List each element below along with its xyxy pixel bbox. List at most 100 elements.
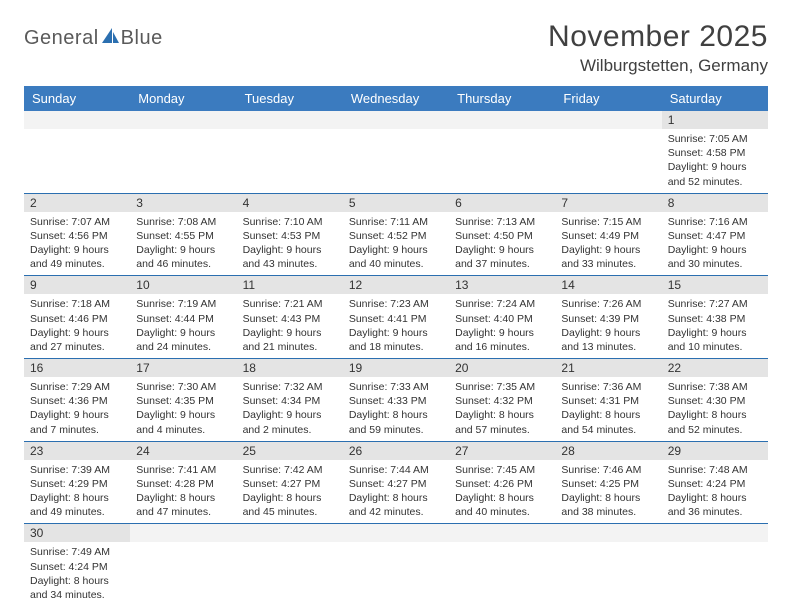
day-number: 19 [343,359,449,377]
location: Wilburgstetten, Germany [548,56,768,76]
sunrise-text: Sunrise: 7:13 AM [455,215,549,229]
day-header: Friday [555,86,661,111]
daylight-text: Daylight: 8 hours and 54 minutes. [561,408,655,436]
day-number [130,111,236,129]
sunset-text: Sunset: 4:35 PM [136,394,230,408]
cell-body: Sunrise: 7:27 AMSunset: 4:38 PMDaylight:… [662,294,768,358]
day-number: 1 [662,111,768,129]
calendar-cell: 24Sunrise: 7:41 AMSunset: 4:28 PMDayligh… [130,441,236,524]
sunrise-text: Sunrise: 7:15 AM [561,215,655,229]
cell-body: Sunrise: 7:35 AMSunset: 4:32 PMDaylight:… [449,377,555,441]
daylight-text: Daylight: 9 hours and 16 minutes. [455,326,549,354]
cell-body: Sunrise: 7:07 AMSunset: 4:56 PMDaylight:… [24,212,130,276]
day-number [449,524,555,542]
sunset-text: Sunset: 4:39 PM [561,312,655,326]
sunrise-text: Sunrise: 7:19 AM [136,297,230,311]
calendar-cell: 12Sunrise: 7:23 AMSunset: 4:41 PMDayligh… [343,276,449,359]
sunrise-text: Sunrise: 7:36 AM [561,380,655,394]
cell-body: Sunrise: 7:49 AMSunset: 4:24 PMDaylight:… [24,542,130,606]
sunrise-text: Sunrise: 7:42 AM [243,463,337,477]
sunset-text: Sunset: 4:26 PM [455,477,549,491]
daylight-text: Daylight: 9 hours and 33 minutes. [561,243,655,271]
day-number: 2 [24,194,130,212]
day-number: 30 [24,524,130,542]
calendar-head: SundayMondayTuesdayWednesdayThursdayFrid… [24,86,768,111]
calendar-cell: 9Sunrise: 7:18 AMSunset: 4:46 PMDaylight… [24,276,130,359]
calendar-cell: 13Sunrise: 7:24 AMSunset: 4:40 PMDayligh… [449,276,555,359]
sunset-text: Sunset: 4:49 PM [561,229,655,243]
sunrise-text: Sunrise: 7:11 AM [349,215,443,229]
sunset-text: Sunset: 4:53 PM [243,229,337,243]
sunrise-text: Sunrise: 7:26 AM [561,297,655,311]
calendar-cell: 11Sunrise: 7:21 AMSunset: 4:43 PMDayligh… [237,276,343,359]
calendar-cell: 8Sunrise: 7:16 AMSunset: 4:47 PMDaylight… [662,193,768,276]
daylight-text: Daylight: 8 hours and 40 minutes. [455,491,549,519]
daylight-text: Daylight: 8 hours and 34 minutes. [30,574,124,602]
sunrise-text: Sunrise: 7:10 AM [243,215,337,229]
day-number: 15 [662,276,768,294]
sunset-text: Sunset: 4:27 PM [243,477,337,491]
sunset-text: Sunset: 4:25 PM [561,477,655,491]
cell-body: Sunrise: 7:45 AMSunset: 4:26 PMDaylight:… [449,460,555,524]
day-header: Saturday [662,86,768,111]
cell-body: Sunrise: 7:32 AMSunset: 4:34 PMDaylight:… [237,377,343,441]
calendar-cell: 6Sunrise: 7:13 AMSunset: 4:50 PMDaylight… [449,193,555,276]
calendar-cell [237,111,343,193]
daylight-text: Daylight: 9 hours and 52 minutes. [668,160,762,188]
day-number [24,111,130,129]
title-block: November 2025 Wilburgstetten, Germany [548,20,768,76]
sunset-text: Sunset: 4:56 PM [30,229,124,243]
sunset-text: Sunset: 4:29 PM [30,477,124,491]
day-number: 4 [237,194,343,212]
day-header: Sunday [24,86,130,111]
sunrise-text: Sunrise: 7:32 AM [243,380,337,394]
calendar-cell: 18Sunrise: 7:32 AMSunset: 4:34 PMDayligh… [237,359,343,442]
calendar-cell: 17Sunrise: 7:30 AMSunset: 4:35 PMDayligh… [130,359,236,442]
calendar-cell [449,111,555,193]
calendar-cell [662,524,768,606]
day-number: 21 [555,359,661,377]
sunrise-text: Sunrise: 7:08 AM [136,215,230,229]
day-number [237,524,343,542]
calendar-cell: 22Sunrise: 7:38 AMSunset: 4:30 PMDayligh… [662,359,768,442]
daylight-text: Daylight: 9 hours and 13 minutes. [561,326,655,354]
day-number: 16 [24,359,130,377]
daylight-text: Daylight: 9 hours and 21 minutes. [243,326,337,354]
sunrise-text: Sunrise: 7:35 AM [455,380,549,394]
daylight-text: Daylight: 8 hours and 49 minutes. [30,491,124,519]
cell-body: Sunrise: 7:46 AMSunset: 4:25 PMDaylight:… [555,460,661,524]
calendar-cell: 1Sunrise: 7:05 AMSunset: 4:58 PMDaylight… [662,111,768,193]
daylight-text: Daylight: 8 hours and 52 minutes. [668,408,762,436]
calendar-cell [555,111,661,193]
sunset-text: Sunset: 4:40 PM [455,312,549,326]
day-number: 23 [24,442,130,460]
daylight-text: Daylight: 9 hours and 37 minutes. [455,243,549,271]
cell-body: Sunrise: 7:44 AMSunset: 4:27 PMDaylight:… [343,460,449,524]
cell-body: Sunrise: 7:42 AMSunset: 4:27 PMDaylight:… [237,460,343,524]
daylight-text: Daylight: 9 hours and 30 minutes. [668,243,762,271]
cell-body: Sunrise: 7:11 AMSunset: 4:52 PMDaylight:… [343,212,449,276]
logo-text-b: Blue [121,27,163,50]
calendar-cell [343,111,449,193]
cell-body: Sunrise: 7:15 AMSunset: 4:49 PMDaylight:… [555,212,661,276]
sunset-text: Sunset: 4:24 PM [668,477,762,491]
sunset-text: Sunset: 4:31 PM [561,394,655,408]
sunrise-text: Sunrise: 7:41 AM [136,463,230,477]
day-header: Monday [130,86,236,111]
day-number: 28 [555,442,661,460]
sunrise-text: Sunrise: 7:29 AM [30,380,124,394]
calendar-body: 1Sunrise: 7:05 AMSunset: 4:58 PMDaylight… [24,111,768,606]
daylight-text: Daylight: 9 hours and 43 minutes. [243,243,337,271]
day-number: 20 [449,359,555,377]
calendar-cell [449,524,555,606]
calendar-cell [343,524,449,606]
day-number: 22 [662,359,768,377]
day-number: 24 [130,442,236,460]
sunrise-text: Sunrise: 7:39 AM [30,463,124,477]
sunset-text: Sunset: 4:52 PM [349,229,443,243]
day-number: 18 [237,359,343,377]
day-number: 14 [555,276,661,294]
day-number: 13 [449,276,555,294]
daylight-text: Daylight: 8 hours and 42 minutes. [349,491,443,519]
daylight-text: Daylight: 9 hours and 18 minutes. [349,326,443,354]
